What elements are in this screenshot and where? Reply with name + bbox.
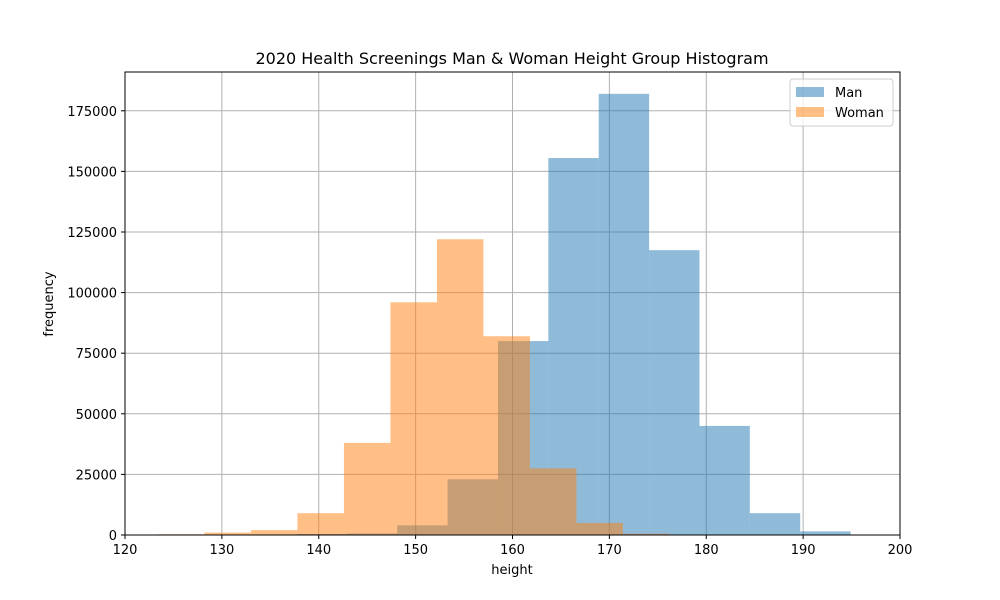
x-axis-ticks: 120 130 140 150 160 170 180 190 200 (113, 535, 913, 558)
woman-histogram-bar (343, 442, 391, 535)
y-axis-ticks: 0 25000 50000 75000 100000 125000 150000 175000 (67, 105, 125, 544)
x-tick-label: 120 (113, 543, 138, 558)
y-tick-label: 150000 (67, 165, 117, 180)
histogram-bars (157, 93, 851, 535)
y-tick-label: 75000 (76, 347, 117, 362)
woman-histogram-bar (529, 468, 577, 535)
woman-histogram-bar (622, 533, 670, 535)
x-tick-label: 150 (403, 543, 428, 558)
x-tick-label: 190 (791, 543, 816, 558)
x-tick-label: 170 (597, 543, 622, 558)
woman-histogram-bar (390, 302, 437, 535)
chart-title: 2020 Health Screenings Man & Woman Heigh… (255, 49, 768, 68)
woman-histogram-bar (204, 532, 251, 535)
woman-histogram-bar (576, 522, 623, 535)
y-tick-label: 175000 (67, 105, 117, 120)
woman-histogram-bar (297, 513, 344, 535)
woman-histogram-bar (250, 530, 298, 535)
y-axis-label: frequency (42, 271, 57, 337)
man-histogram-bar (699, 425, 750, 535)
x-tick-label: 140 (306, 543, 331, 558)
man-histogram-bar (749, 513, 801, 535)
man-histogram-bar (800, 531, 851, 535)
legend: Man Woman (789, 78, 894, 127)
y-tick-label: 100000 (67, 287, 117, 302)
y-tick-label: 0 (109, 529, 117, 544)
x-axis-label: height (491, 563, 532, 578)
woman-histogram-bar (483, 336, 530, 535)
legend-label-man: Man (835, 86, 862, 101)
y-tick-label: 50000 (76, 408, 117, 423)
x-tick-label: 130 (209, 543, 234, 558)
legend-label-woman: Woman (835, 106, 884, 121)
legend-swatch-man (796, 87, 824, 97)
x-tick-label: 180 (694, 543, 719, 558)
y-tick-label: 25000 (76, 468, 117, 483)
man-histogram-bar (649, 250, 700, 535)
x-tick-label: 160 (500, 543, 525, 558)
plot-area: 120 130 140 150 160 170 180 190 200 0 25000 50000 7… (67, 71, 913, 558)
x-tick-label: 200 (888, 543, 913, 558)
legend-swatch-woman (796, 107, 824, 117)
woman-histogram-bar (436, 239, 484, 535)
man-histogram-bar (598, 93, 650, 535)
y-tick-label: 125000 (67, 226, 117, 241)
